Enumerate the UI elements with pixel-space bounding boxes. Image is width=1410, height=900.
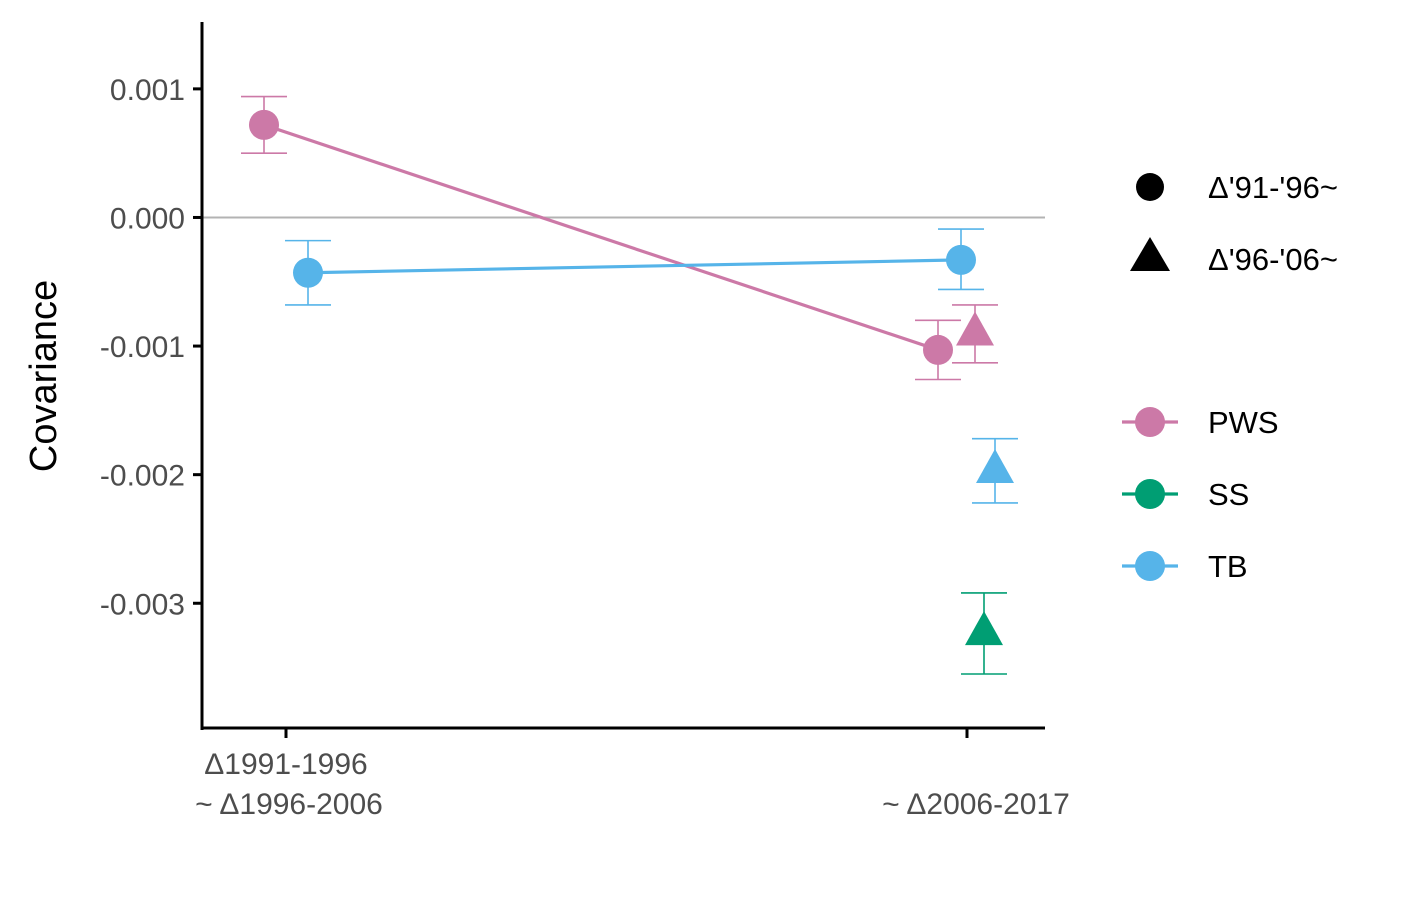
x-tick-label: Δ1991-1996 [204, 748, 368, 781]
series-line-tb [307, 258, 962, 275]
series-line-pws [263, 123, 939, 352]
legend-label-pws: PWS [1208, 405, 1279, 440]
x-tick-label: ~ Δ2006-2017 [882, 788, 1070, 821]
point-pws-circle [249, 109, 279, 140]
legend-key-dot-pws [1135, 407, 1165, 437]
y-tick-label: -0.001 [100, 331, 185, 364]
y-tick-label: -0.003 [100, 588, 185, 621]
point-tb-triangle [976, 449, 1014, 484]
legend-key-triangle [1130, 237, 1170, 271]
legend-label-ss: SS [1208, 477, 1249, 512]
y-tick-label: -0.002 [100, 460, 185, 493]
point-ss-triangle [965, 611, 1003, 646]
y-tick-label: 0.001 [110, 74, 185, 107]
legend-label-shape: Δ'91-'96~ [1208, 170, 1338, 205]
legend-label-tb: TB [1208, 549, 1248, 584]
point-pws-triangle [956, 311, 994, 346]
legend-key-dot-tb [1135, 551, 1165, 581]
legend-key-circle [1136, 173, 1164, 201]
y-axis-title: Covariance [23, 280, 65, 472]
point-pws-circle [923, 334, 953, 365]
point-tb-circle [946, 244, 976, 275]
legend-key-dot-ss [1135, 479, 1165, 509]
x-tick-label: ~ Δ1996-2006 [195, 788, 383, 821]
legend-label-shape: Δ'96-'06~ [1208, 242, 1338, 277]
y-tick-label: 0.000 [110, 202, 185, 235]
point-tb-circle [293, 257, 323, 288]
